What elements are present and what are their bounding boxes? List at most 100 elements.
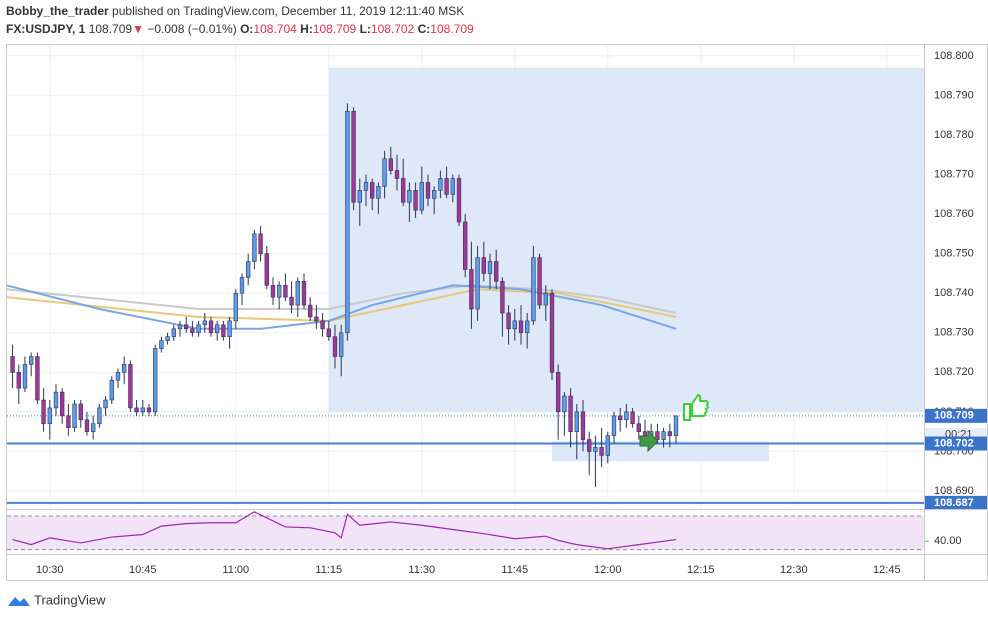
ohlc-value: 108.704 — [253, 22, 297, 36]
price-label: 108.702 — [934, 437, 974, 449]
candle-body — [208, 320, 214, 334]
header-line-1: Bobby_the_trader published on TradingVie… — [6, 4, 464, 18]
candle-body — [388, 158, 393, 171]
change-arrow: ▼ — [132, 22, 144, 36]
candle-body — [252, 233, 257, 262]
candle-body — [91, 423, 96, 432]
candle-body — [289, 296, 294, 306]
candle-body — [29, 356, 34, 365]
candle-body — [475, 257, 480, 310]
candle-body — [500, 281, 505, 314]
candle-body — [599, 447, 604, 456]
candle-body — [22, 364, 28, 389]
candle-body — [146, 407, 152, 413]
candle-body — [543, 292, 548, 306]
candle-body — [339, 332, 344, 357]
x-tick-label: 11:00 — [222, 564, 249, 576]
candle-body — [363, 182, 369, 191]
candle-body — [518, 320, 524, 334]
candle-body — [469, 269, 474, 310]
candle-body — [66, 415, 71, 428]
candle-body — [196, 324, 201, 334]
candle-body — [525, 320, 530, 334]
candle-body — [407, 190, 412, 203]
candle-body — [35, 356, 40, 401]
candle-body — [556, 372, 561, 413]
candle-body — [239, 277, 245, 294]
author: Bobby_the_trader — [6, 4, 109, 18]
candle-body — [382, 158, 387, 187]
candle-body — [432, 190, 437, 199]
candle-body — [301, 281, 307, 306]
candle-body — [642, 431, 648, 436]
x-tick-label: 11:30 — [408, 564, 435, 576]
candle-body — [115, 372, 121, 381]
candle-body — [562, 395, 567, 413]
y-tick-label: 108.730 — [934, 327, 974, 339]
plot-layer: 10:30 10:45 11:00 11:15 11:30 11:45 12:00 12:15… — [6, 44, 988, 576]
candle-body — [624, 411, 629, 421]
y-tick-label: 108.690 — [934, 485, 974, 497]
candle-body — [463, 221, 468, 270]
x-tick-label: 10:45 — [129, 564, 157, 576]
change: −0.008 (−0.01%) — [147, 22, 236, 36]
candle-body — [97, 407, 102, 425]
ohlc-key: O: — [240, 22, 253, 36]
candle-body — [673, 415, 679, 436]
y-tick-label: 108.750 — [934, 248, 974, 260]
candle-body — [413, 190, 418, 211]
candle-body — [450, 178, 455, 195]
candle-body — [357, 190, 362, 203]
ohlc-key: L: — [360, 22, 371, 36]
candle-body — [506, 312, 511, 330]
candle-body — [153, 348, 158, 413]
candle-body — [655, 431, 660, 440]
rsi-band — [7, 516, 924, 550]
candle-body — [351, 110, 356, 203]
ohlc-value: 108.702 — [371, 22, 415, 36]
candle-body — [171, 328, 176, 338]
candle-body — [233, 292, 238, 322]
candle-body — [264, 253, 269, 286]
price-label-box — [925, 495, 988, 510]
candle-body — [456, 178, 462, 223]
candle-body — [487, 261, 493, 274]
candle-body — [630, 411, 635, 425]
candle-body — [444, 178, 449, 195]
candle-body — [16, 372, 21, 389]
candle-body — [41, 399, 46, 425]
candle-body — [109, 379, 114, 401]
candle-body — [308, 304, 313, 318]
x-tick-label: 11:45 — [501, 564, 528, 576]
candle-body — [72, 403, 77, 428]
candle-body — [295, 281, 300, 306]
candle-body — [574, 411, 579, 432]
y-tick-label: 108.740 — [934, 287, 974, 299]
candle-body — [661, 431, 666, 440]
candle-body — [587, 439, 592, 452]
candle-body — [10, 356, 15, 373]
candle-body — [283, 284, 288, 298]
rsi-line — [12, 511, 677, 550]
candle-body — [401, 178, 406, 203]
thumbs-up-icon — [683, 393, 709, 421]
last-price: 108.709 — [89, 22, 133, 36]
candle-body — [531, 257, 536, 322]
candle-body — [47, 407, 52, 425]
candle-body — [370, 182, 375, 199]
rsi-tick-label: 40.00 — [934, 535, 962, 547]
candle-body — [314, 316, 319, 322]
price-label-box — [925, 436, 988, 451]
candle-body — [611, 415, 617, 436]
candle-body — [140, 407, 145, 413]
candle-body — [494, 261, 499, 282]
candle-body — [332, 336, 338, 357]
price-label: 108.687 — [934, 497, 974, 509]
arrow-icon — [639, 429, 659, 453]
candle-body — [190, 328, 195, 334]
candle-body — [394, 170, 400, 179]
price-label-box — [925, 408, 988, 423]
candle-body — [277, 284, 282, 298]
y-tick-label: 108.720 — [934, 366, 974, 378]
